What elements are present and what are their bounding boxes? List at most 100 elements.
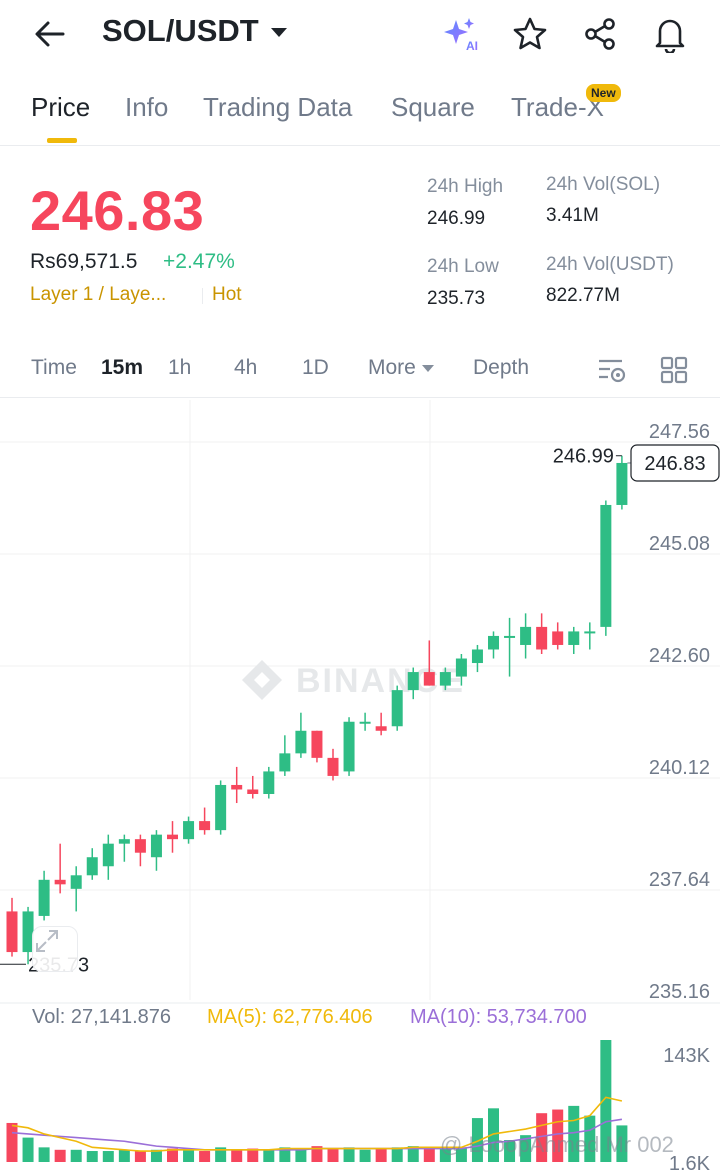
vol-quote-label: 24h Vol(USDT) [546, 254, 674, 275]
volume-bar [536, 1113, 548, 1162]
last-price: 246.83 [30, 179, 205, 242]
volume-ma5: MA(5): 62,776.406 [207, 1006, 373, 1028]
candle-body [247, 789, 259, 794]
layout-button[interactable] [656, 352, 692, 388]
y-axis-labels: 247.56 245.08 242.60 240.12 237.64 235.16 [649, 421, 710, 1003]
favorite-button[interactable] [508, 12, 552, 56]
ai-button[interactable]: AI [440, 12, 484, 56]
volume-bars: 143K 1.6K [6, 1040, 711, 1172]
candle-body [343, 721, 355, 772]
candle-body [488, 635, 499, 650]
candle-body [600, 504, 612, 627]
high-value: 246.99 [427, 208, 486, 229]
ma5-line [11, 1096, 623, 1152]
y-tick-label: 245.08 [649, 533, 710, 555]
candle-body [471, 649, 483, 664]
candle-body [616, 462, 628, 505]
volume-bar [70, 1149, 82, 1162]
kline-chart[interactable]: BINANCE 247.56 245.08 242.60 240.12 237.64 23… [0, 400, 720, 1172]
interval-4h[interactable]: 4h [234, 356, 258, 379]
chevron-down-icon [270, 28, 287, 37]
candle-body [520, 626, 532, 645]
pair-selector[interactable]: SOL/USDT [102, 13, 287, 49]
hot-tag[interactable]: Hot [212, 284, 242, 305]
volume-bar [504, 1140, 516, 1162]
indicator-settings-icon [599, 359, 626, 383]
candle-body [295, 730, 307, 754]
high-label: 24h High [427, 176, 504, 197]
chart-canvas[interactable]: BINANCE 247.56 245.08 242.60 240.12 237.64 23… [0, 400, 720, 1172]
binance-watermark: BINANCE [242, 660, 463, 700]
depth-tab[interactable]: Depth [473, 356, 530, 379]
indicator-settings-button[interactable] [594, 352, 630, 388]
back-button[interactable] [28, 14, 72, 54]
candle-body [407, 672, 419, 691]
category-tag[interactable]: Layer 1 / Laye... [30, 284, 167, 305]
candle-body [86, 857, 98, 876]
share-icon [585, 18, 615, 50]
interval-time[interactable]: Time [31, 356, 77, 379]
candle-body [455, 658, 467, 677]
candle-body [279, 753, 291, 772]
candle-body [54, 879, 66, 885]
svg-text:AI: AI [466, 39, 478, 53]
interval-bar: Time 15m 1h 4h 1D More Depth [0, 340, 720, 398]
volume-bar [439, 1148, 451, 1162]
volume-axis-min: 1.6K [669, 1153, 711, 1172]
tab-square[interactable]: Square [391, 92, 475, 122]
tab-trading-data[interactable]: Trading Data [203, 92, 353, 122]
more-label: More [368, 356, 416, 379]
back-arrow-icon [35, 21, 65, 47]
volume-bar [279, 1147, 291, 1162]
candle-body [183, 821, 195, 840]
volume-bar [423, 1147, 435, 1162]
candle-body [568, 631, 580, 645]
active-tab-indicator [47, 138, 77, 143]
volume-bar [102, 1151, 114, 1162]
candle-body [391, 690, 403, 727]
alerts-button[interactable] [648, 12, 692, 56]
interval-15m[interactable]: 15m [101, 356, 144, 379]
candle-body [423, 672, 435, 686]
vol-base-label: 24h Vol(SOL) [546, 174, 661, 195]
candle-body [552, 631, 564, 645]
chart-grid [0, 400, 720, 1004]
tab-price[interactable]: Price [31, 92, 91, 122]
candle-body [311, 730, 323, 758]
volume-bar [520, 1135, 532, 1162]
volume-bar [247, 1148, 259, 1162]
grid-icon [660, 356, 688, 384]
fullscreen-button[interactable] [32, 926, 78, 972]
candle-body [134, 839, 146, 853]
candle-body [504, 635, 516, 638]
volume-bar [22, 1137, 34, 1162]
volume-bar [215, 1147, 227, 1162]
price-change-percent: +2.47% [163, 250, 235, 273]
share-button[interactable] [578, 12, 622, 56]
candle-body [22, 911, 34, 953]
volume-ma-lines [11, 1096, 623, 1152]
volume-bar [488, 1108, 499, 1162]
interval-1d[interactable]: 1D [302, 356, 329, 379]
volume-bar [391, 1147, 403, 1162]
volume-bar [552, 1109, 564, 1162]
volume-bar [167, 1148, 178, 1162]
tab-info[interactable]: Info [125, 92, 169, 122]
volume-bar [584, 1115, 596, 1162]
candle-body [439, 672, 451, 686]
interval-more[interactable]: More [368, 356, 434, 380]
candle-body [150, 834, 162, 858]
interval-1h[interactable]: 1h [168, 356, 192, 379]
new-badge: New [586, 84, 621, 102]
volume-bar [134, 1151, 146, 1162]
tag-divider [202, 288, 203, 304]
last-price-box [630, 444, 720, 482]
y-tick-label: 247.56 [649, 421, 710, 443]
high-marker-label: 246.99 [553, 446, 614, 468]
volume-bar [150, 1149, 162, 1162]
volume-bar [616, 1125, 628, 1162]
candle-body [167, 834, 178, 840]
volume-bar [327, 1148, 339, 1162]
star-icon [513, 17, 547, 50]
volume-bar [359, 1149, 371, 1162]
